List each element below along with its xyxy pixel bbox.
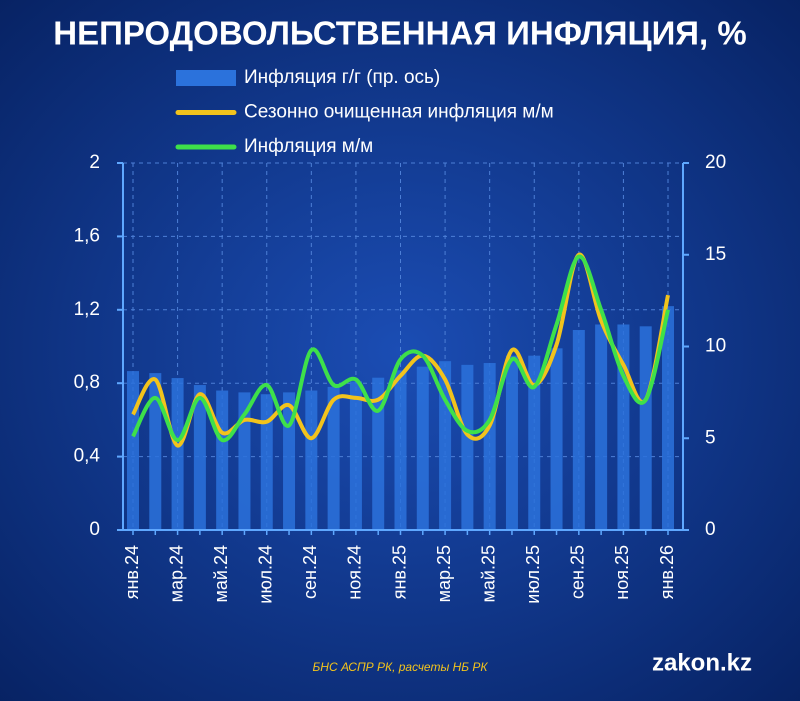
bar	[595, 324, 608, 530]
x-tick-label: мар.24	[166, 545, 186, 602]
x-tick-label: янв.26	[657, 545, 677, 599]
bar	[305, 390, 318, 530]
bar	[372, 377, 385, 530]
y2-tick-label: 15	[705, 244, 726, 265]
x-tick-label: ноя.25	[612, 545, 632, 600]
y2-tick-label: 10	[705, 336, 726, 357]
chart-title: НЕПРОДОВОЛЬСТВЕННАЯ ИНФЛЯЦИЯ, %	[53, 15, 746, 52]
x-tick-label: янв.24	[122, 545, 142, 599]
bar	[238, 392, 251, 530]
legend-label: Инфляция м/м	[244, 136, 373, 157]
bar	[149, 373, 162, 530]
x-tick-label: июл.24	[256, 545, 276, 604]
y2-tick-label: 0	[705, 519, 716, 540]
bar	[639, 326, 652, 530]
x-tick-label: май.25	[478, 545, 498, 602]
bar	[394, 370, 407, 530]
x-tick-label: июл.25	[523, 545, 543, 604]
legend-label: Инфляция г/г (пр. ось)	[244, 67, 440, 88]
y-tick-label: 0,4	[74, 446, 101, 467]
bar	[550, 348, 563, 530]
line	[131, 254, 670, 443]
bar	[505, 355, 518, 530]
y2-tick-label: 20	[705, 152, 726, 173]
y-tick-label: 1,2	[74, 299, 100, 320]
y-tick-label: 0,8	[74, 372, 100, 393]
legend-swatch	[176, 70, 236, 86]
bar	[349, 381, 362, 530]
bar	[528, 355, 541, 530]
x-tick-label: май.24	[211, 545, 231, 602]
y-tick-label: 0	[89, 519, 100, 540]
bar	[127, 371, 139, 530]
bar	[572, 329, 585, 530]
bar	[260, 394, 273, 530]
y-tick-label: 2	[89, 152, 100, 173]
y-tick-label: 1,6	[74, 225, 100, 246]
x-tick-label: сен.25	[568, 545, 588, 599]
bar	[461, 364, 474, 530]
source: БНС АСПР РК, расчеты НБ РК	[313, 660, 489, 674]
x-tick-label: ноя.24	[345, 545, 365, 600]
bar	[327, 386, 340, 530]
legend-label: Сезонно очищенная инфляция м/м	[244, 102, 554, 123]
x-tick-label: мар.25	[434, 545, 454, 602]
bar	[171, 378, 184, 530]
x-tick-label: сен.24	[300, 545, 320, 599]
bar	[216, 390, 229, 530]
x-tick-label: янв.25	[389, 545, 409, 599]
bar	[483, 363, 496, 530]
y2-tick-label: 5	[705, 427, 716, 448]
watermark: zakon.kz	[652, 649, 752, 676]
bar	[416, 366, 429, 530]
bar	[662, 306, 674, 530]
bar	[193, 385, 206, 530]
